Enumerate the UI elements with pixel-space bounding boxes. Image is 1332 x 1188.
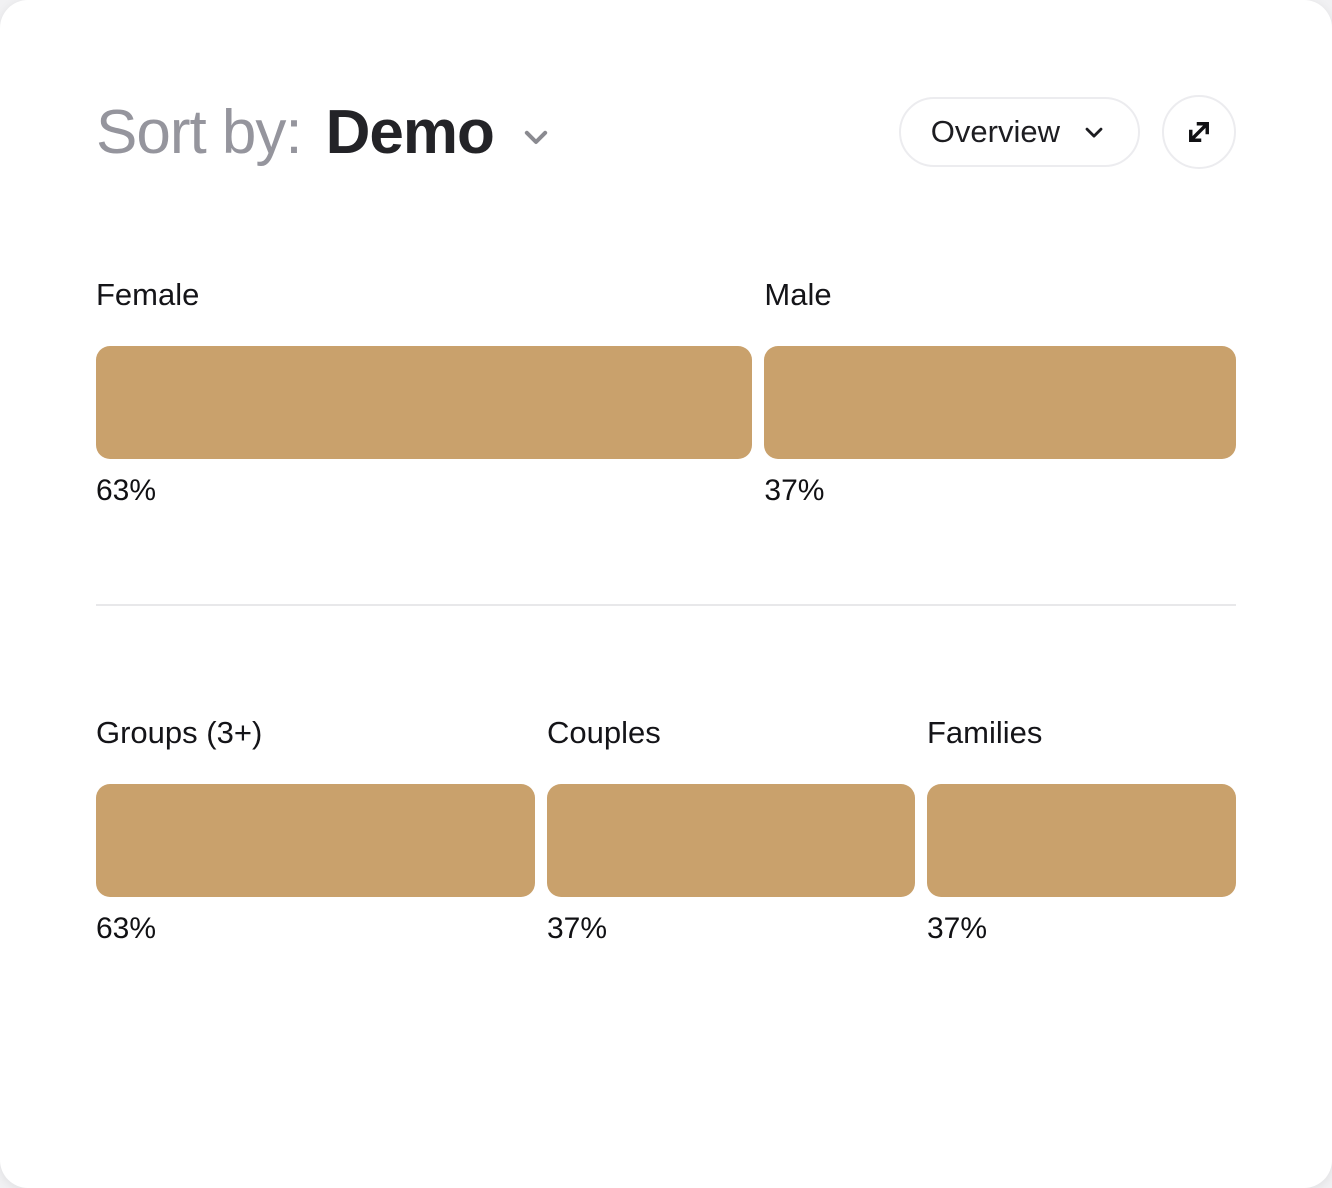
bar-value: 37%: [547, 912, 608, 945]
expand-button[interactable]: [1162, 95, 1236, 169]
divider: [96, 604, 1236, 606]
bar-group: Male 37%: [764, 276, 1236, 509]
bar-value: 63%: [96, 912, 157, 945]
bar-group: Female 63%: [96, 276, 753, 509]
bar-value: 63%: [96, 474, 157, 507]
expand-icon: [1181, 114, 1217, 150]
bar: [764, 346, 1236, 459]
header-actions: Overview: [898, 95, 1236, 169]
view-selector-button[interactable]: Overview: [898, 97, 1140, 167]
bar-group: Couples 37%: [547, 714, 915, 947]
bar-chart-section-2: Groups (3+) 63% Couples 37% Families 37%: [96, 714, 1236, 947]
chevron-down-icon: [516, 117, 556, 157]
bar-value: 37%: [927, 912, 988, 945]
bar-group: Groups (3+) 63%: [96, 714, 535, 947]
bar-value: 37%: [764, 474, 825, 507]
bar: [927, 784, 1236, 897]
bar-group: Families 37%: [927, 714, 1236, 947]
bar-chart-row: Groups (3+) 63% Couples 37% Families 37%: [96, 714, 1236, 947]
bar: [96, 784, 535, 897]
bar-label: Male: [764, 277, 832, 312]
sort-by-dropdown[interactable]: Sort by: Demo: [96, 97, 556, 168]
bar: [96, 346, 753, 459]
bar-label: Couples: [547, 715, 661, 750]
sort-by-value[interactable]: Demo: [325, 97, 495, 167]
bar-label: Female: [96, 277, 200, 312]
sort-by-label: Sort by:: [96, 97, 303, 167]
bar: [547, 784, 915, 897]
header: Sort by: Demo Overview: [96, 92, 1236, 172]
view-selector-label: Overview: [930, 114, 1060, 149]
chevron-down-icon: [1080, 118, 1108, 146]
bar-chart-section-1: Female 63% Male 37%: [96, 276, 1236, 509]
bar-label: Families: [927, 715, 1043, 750]
bar-chart-row: Female 63% Male 37%: [96, 276, 1236, 509]
bar-label: Groups (3+): [96, 715, 263, 750]
